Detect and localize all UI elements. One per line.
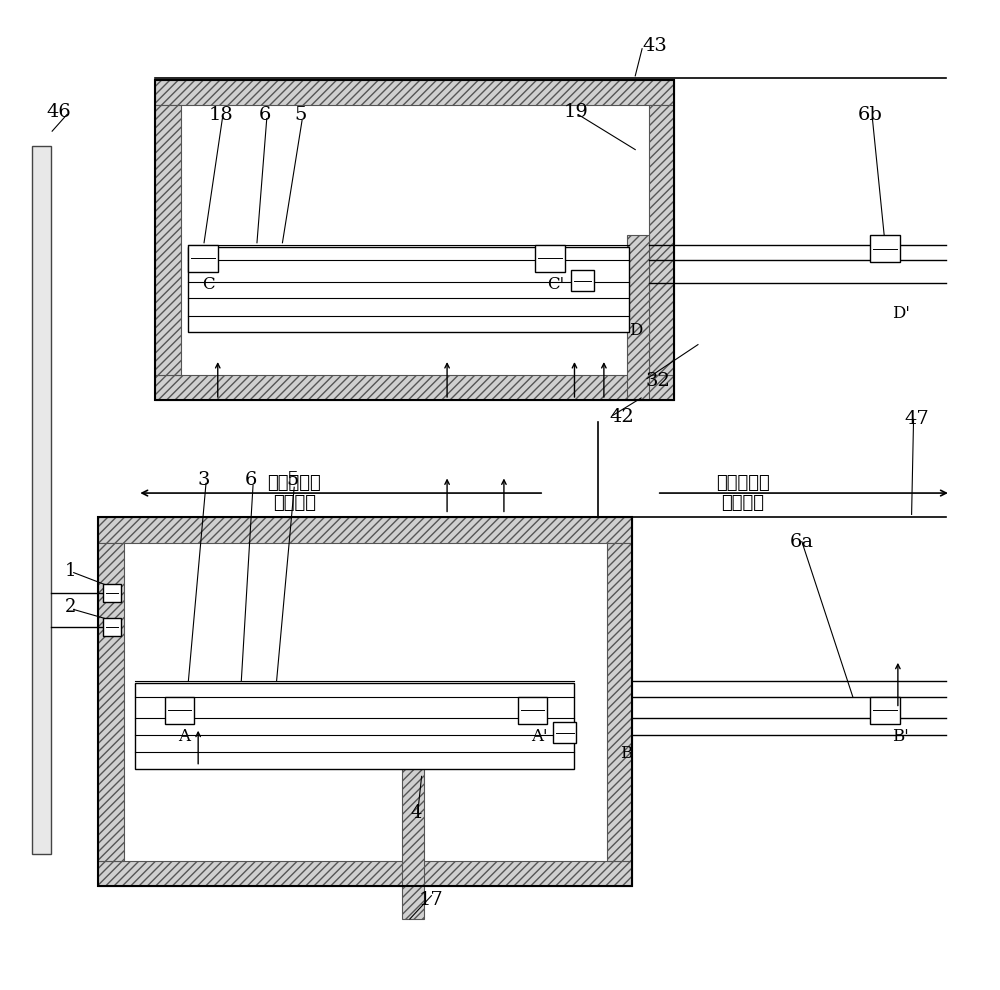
Bar: [571, 270, 594, 291]
Bar: [98, 543, 124, 860]
Text: 1: 1: [65, 561, 77, 580]
Text: 6b: 6b: [858, 106, 883, 124]
Bar: [98, 518, 632, 886]
Text: 46: 46: [47, 103, 71, 121]
Text: 47: 47: [904, 410, 929, 429]
Text: 3: 3: [198, 471, 210, 489]
Bar: [103, 618, 121, 636]
Bar: [98, 860, 632, 886]
Text: A: A: [179, 728, 191, 744]
Bar: [155, 374, 674, 400]
Text: 安全限界内
隔离区域: 安全限界内 隔离区域: [267, 473, 321, 513]
Bar: [870, 235, 900, 262]
Text: 4: 4: [410, 804, 421, 823]
Text: 6: 6: [259, 106, 271, 124]
Bar: [553, 722, 576, 743]
Bar: [165, 697, 194, 724]
Text: 17: 17: [419, 891, 444, 909]
Bar: [155, 80, 674, 400]
Bar: [135, 683, 574, 768]
Text: 6: 6: [245, 471, 257, 489]
Text: D: D: [629, 323, 643, 340]
Bar: [402, 763, 424, 919]
Bar: [32, 146, 51, 854]
Bar: [103, 584, 121, 602]
Text: D': D': [892, 305, 910, 322]
Text: 42: 42: [610, 409, 635, 427]
Text: 2: 2: [65, 598, 76, 616]
Bar: [649, 105, 674, 374]
Bar: [188, 247, 629, 332]
Text: 5: 5: [286, 471, 298, 489]
Text: 43: 43: [642, 37, 667, 54]
Bar: [155, 105, 181, 374]
Text: 6a: 6a: [790, 533, 814, 550]
Bar: [188, 245, 218, 272]
Text: B: B: [620, 745, 632, 762]
Bar: [155, 80, 674, 105]
Text: 32: 32: [645, 371, 670, 389]
Bar: [627, 235, 649, 400]
Text: 5: 5: [294, 106, 306, 124]
Bar: [607, 543, 632, 860]
Text: 19: 19: [564, 103, 589, 121]
Text: C: C: [202, 276, 215, 293]
Bar: [98, 518, 632, 543]
Text: 安全限界外
隔离区域: 安全限界外 隔离区域: [716, 473, 770, 513]
Text: C': C': [547, 276, 564, 293]
Text: 18: 18: [208, 106, 233, 124]
Bar: [870, 697, 900, 724]
Text: A': A': [531, 728, 548, 744]
Text: B': B': [892, 728, 909, 744]
Bar: [535, 245, 565, 272]
Bar: [518, 697, 547, 724]
